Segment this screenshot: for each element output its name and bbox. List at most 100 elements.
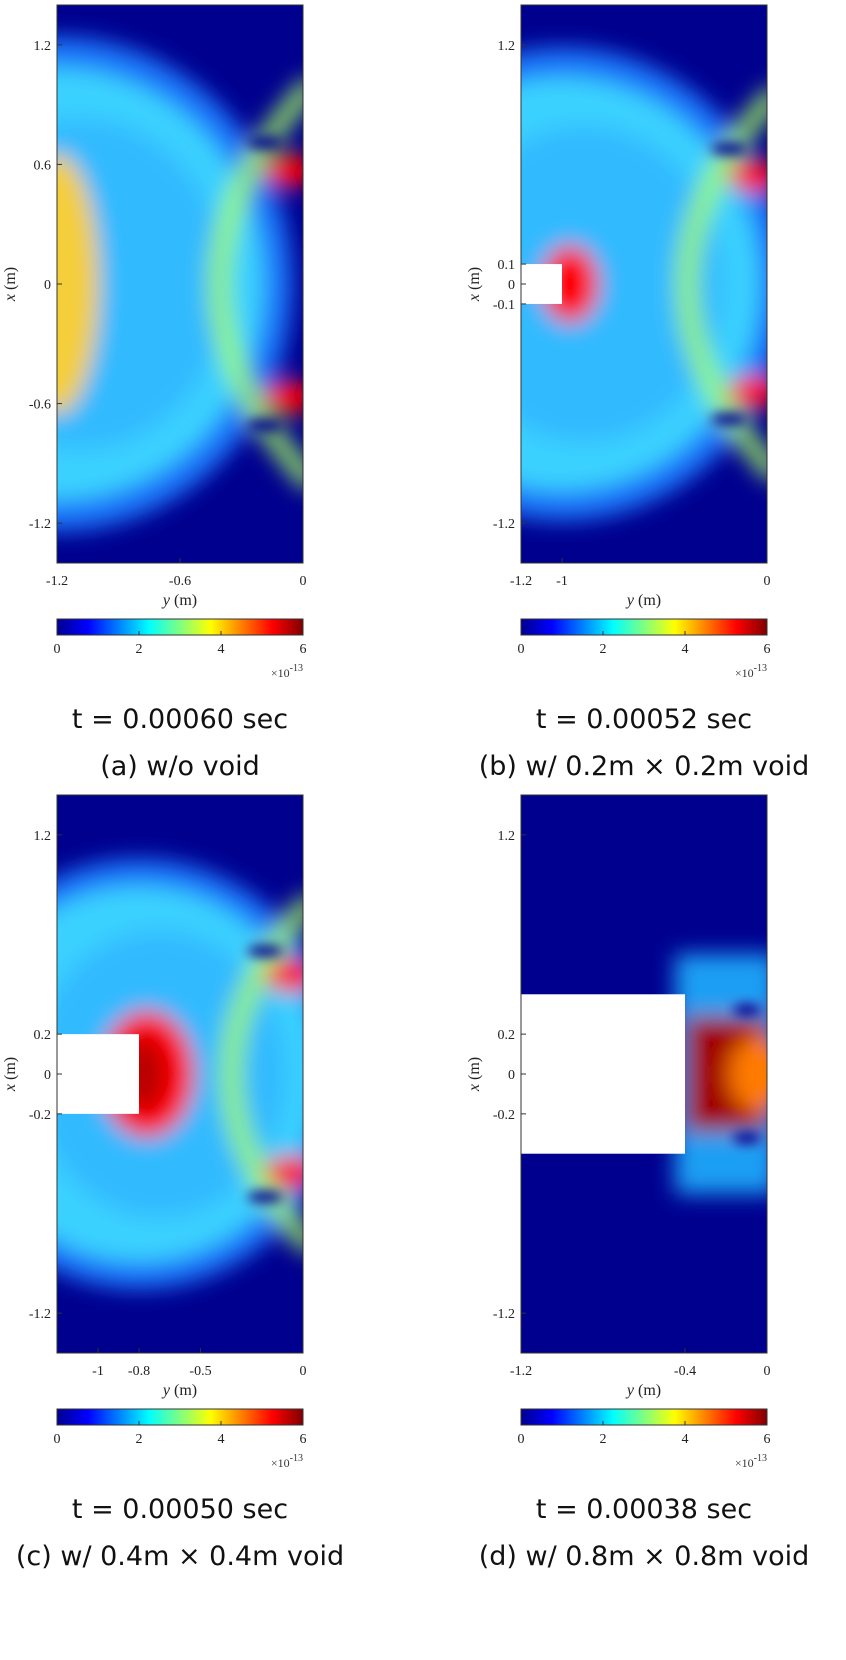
shadow-upper [247, 136, 283, 149]
colorbar-scale-label: ×10-13 [735, 1453, 767, 1470]
y-tick-label: -0.2 [493, 1108, 515, 1123]
x-tick-label: -0.5 [189, 1364, 211, 1379]
y-axis-label: x (m) [2, 1057, 19, 1092]
y-tick-label: 0.2 [34, 1028, 52, 1043]
colorbar [520, 1408, 768, 1426]
x-tick-label: 0 [764, 574, 771, 589]
wave-inner [57, 119, 227, 449]
y-tick-label: -0.1 [493, 298, 515, 313]
shadow-lower [733, 1132, 761, 1144]
colorbar-tick-label: 2 [600, 1432, 607, 1447]
colorbar-tick-label: 2 [136, 1432, 143, 1447]
y-tick-label: -1.2 [29, 517, 51, 532]
colorbar [520, 618, 768, 636]
y-tick-label: -1.2 [493, 517, 515, 532]
shadow-streaks [711, 142, 747, 426]
y-tick-label: 1.2 [498, 39, 516, 54]
colorbar-tick-label: 4 [218, 1432, 225, 1447]
colorbar-tick-label: 4 [682, 642, 689, 657]
colorbar-tick-label: 2 [136, 642, 143, 657]
x-axis-label: y (m) [161, 592, 197, 609]
colorbar-scale-label: ×10-13 [271, 663, 303, 680]
y-tick-label: 1.2 [34, 829, 52, 844]
shadow-lower [247, 1191, 283, 1203]
y-tick-label: 0.2 [498, 1028, 516, 1043]
colorbar [56, 1408, 304, 1426]
shadow-lower [711, 413, 747, 426]
wave-inner [521, 126, 725, 442]
colorbar-tick-label: 6 [764, 1432, 771, 1447]
colorbar-tick-label: 6 [300, 1432, 307, 1447]
hotspot-upper [729, 159, 767, 192]
x-tick-label: -1 [556, 574, 568, 589]
x-tick-label: -1.2 [46, 574, 68, 589]
wave-field [57, 858, 303, 1290]
colorbar-scale-label: ×10-13 [735, 663, 767, 680]
shadow-streaks [247, 136, 283, 432]
source-glow [729, 1036, 767, 1112]
x-tick-label: 0 [764, 1364, 771, 1379]
intensity-field [521, 5, 767, 563]
time-label: t = 0.00038 sec [536, 1494, 752, 1525]
x-tick-label: 0 [300, 574, 307, 589]
x-tick-label: -1.2 [510, 574, 532, 589]
time-label: t = 0.00060 sec [72, 704, 288, 735]
time-label: t = 0.00052 sec [536, 704, 752, 735]
y-axis-label: x (m) [2, 267, 19, 302]
x-axis-label: y (m) [625, 592, 661, 609]
x-axis-label: y (m) [161, 1382, 197, 1399]
shadow-lower [247, 419, 283, 432]
colorbar-tick-label: 0 [518, 642, 525, 657]
shadow-upper [733, 1004, 761, 1016]
y-axis-label: x (m) [466, 1057, 483, 1092]
y-tick-label: 1.2 [34, 39, 52, 54]
y-tick-label: -1.2 [29, 1307, 51, 1322]
intensity-field [57, 795, 303, 1353]
hotspot-lower [265, 1156, 303, 1189]
y-tick-label: 0 [44, 1068, 51, 1083]
hotspot-lower [729, 376, 767, 409]
y-tick-label: 0.1 [498, 258, 516, 273]
y-tick-label: 0.6 [34, 158, 52, 173]
shadow-upper [711, 142, 747, 155]
time-label: t = 0.00050 sec [72, 1494, 288, 1525]
void-region [521, 994, 685, 1154]
colorbar-tick-label: 4 [682, 1432, 689, 1447]
shadow-upper [247, 945, 283, 957]
colorbar-tick-label: 0 [54, 642, 61, 657]
colorbar-tick-label: 0 [518, 1432, 525, 1447]
heatmap-panel-2: -1.2 -1 0 1.2 0.1 0 -0.1 -1.2 y (m) x (m) 0 2 4 6 ×10-… [466, 4, 810, 782]
shadow-streaks [247, 945, 283, 1203]
panel-caption: (c) w/ 0.4m × 0.4m void [16, 1541, 344, 1572]
y-tick-label: -1.2 [493, 1307, 515, 1322]
x-tick-label: -0.6 [169, 574, 191, 589]
void-region [57, 1034, 139, 1114]
void-region [521, 264, 562, 304]
panel-caption: (b) w/ 0.2m × 0.2m void [479, 751, 810, 782]
wave-field [675, 954, 767, 1194]
panel-caption: (a) w/o void [100, 751, 260, 782]
x-tick-label: -0.4 [674, 1364, 696, 1379]
x-axis-label: y (m) [625, 1382, 661, 1399]
y-tick-label: 0 [508, 278, 515, 293]
colorbar-tick-label: 0 [54, 1432, 61, 1447]
hotspot-upper [265, 154, 303, 187]
intensity-field [57, 5, 303, 563]
x-tick-label: -1.2 [510, 1364, 532, 1379]
colorbar-tick-label: 4 [218, 642, 225, 657]
y-tick-label: -0.2 [29, 1108, 51, 1123]
y-tick-label: 1.2 [498, 829, 516, 844]
heatmap-panel-4: -1.2 -0.4 0 1.2 0.2 0 -0.2 -1.2 y (m) x (m) 0 2 4 6 ×1… [466, 794, 810, 1572]
x-tick-label: 0 [300, 1364, 307, 1379]
y-tick-label: 0 [508, 1068, 515, 1083]
y-tick-label: 0 [44, 278, 51, 293]
wave-field [57, 36, 303, 532]
panel-caption: (d) w/ 0.8m × 0.8m void [479, 1541, 810, 1572]
colorbar-tick-label: 2 [600, 642, 607, 657]
x-tick-label: -1 [92, 1364, 104, 1379]
colorbar [56, 618, 304, 636]
colorbar-tick-label: 6 [764, 642, 771, 657]
x-tick-label: -0.8 [128, 1364, 150, 1379]
heatmap-panel-1: -1.2 -0.6 0 1.2 0.6 0 -0.6 -1.2 y (m) x (m) 0 2 4 6 ×1… [2, 4, 307, 782]
